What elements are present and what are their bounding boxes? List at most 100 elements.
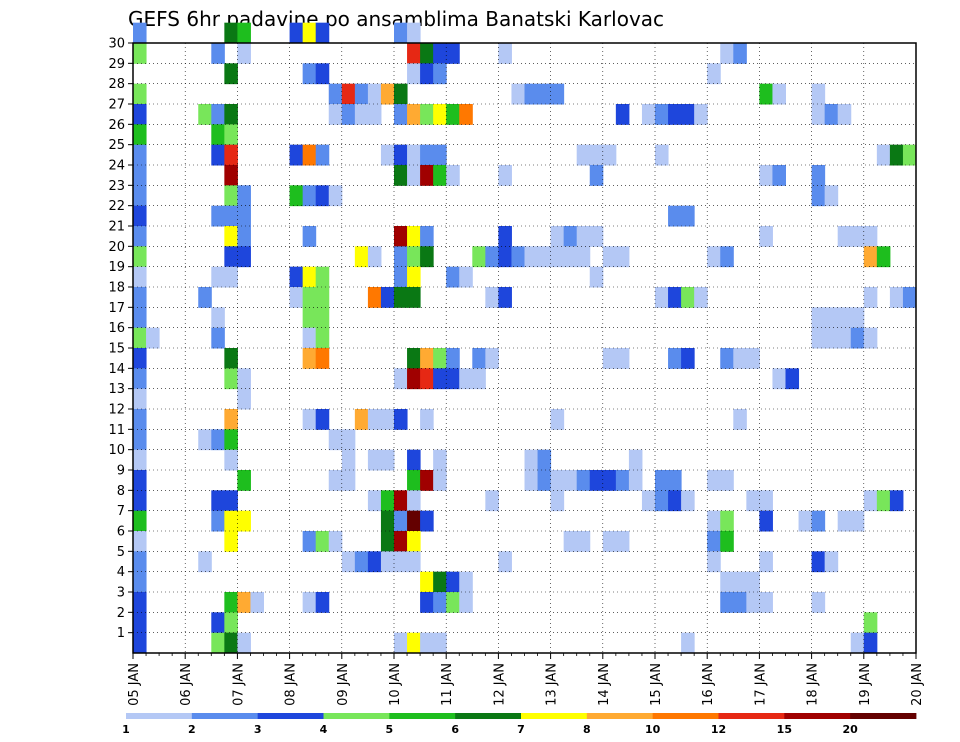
heatmap-cell <box>224 632 238 654</box>
heatmap-cell <box>681 205 695 227</box>
x-tick-label: 20 JAN <box>910 663 925 706</box>
heatmap-cell <box>433 470 447 491</box>
heatmap-cell <box>407 165 421 186</box>
heatmap-cell <box>811 307 826 329</box>
heatmap-cell <box>224 449 238 471</box>
heatmap-cell <box>407 510 421 532</box>
heatmap-cell <box>863 226 878 247</box>
heatmap-cell <box>863 246 878 268</box>
heatmap-cell <box>289 185 304 207</box>
y-tick-label: 24 <box>108 159 125 174</box>
heatmap-cell <box>850 226 865 247</box>
x-axis: 05 JAN 06 JAN 07 JAN 08 JAN 09 JAN 10 JAN 11 J… <box>127 653 925 706</box>
heatmap-cell <box>224 165 238 186</box>
heatmap-cell <box>407 226 421 247</box>
heatmap-cell <box>798 510 813 532</box>
y-tick-label: 6 <box>117 525 125 540</box>
heatmap-cell <box>198 551 212 573</box>
heatmap-cell <box>407 287 421 308</box>
heatmap-cell <box>211 510 225 532</box>
x-tick-label: 12 JAN <box>492 663 507 706</box>
heatmap-cell <box>354 104 369 125</box>
heatmap-cell <box>237 43 251 64</box>
heatmap-cell <box>889 287 904 308</box>
heatmap-cell <box>328 470 343 491</box>
heatmap-cell <box>420 43 434 64</box>
heatmap-cell <box>720 531 734 552</box>
heatmap-cell <box>472 368 486 390</box>
heatmap-cell <box>733 592 747 613</box>
heatmap-cell <box>380 287 395 308</box>
heatmap-cell <box>341 83 356 105</box>
heatmap-cell <box>668 205 682 227</box>
heatmap-cell <box>224 124 238 146</box>
heatmap-cell <box>133 368 147 390</box>
heatmap-cell <box>668 104 682 125</box>
heatmap-cell <box>433 632 447 654</box>
heatmap-cell <box>407 368 421 390</box>
heatmap-cell <box>824 104 839 125</box>
heatmap-cell <box>302 226 317 247</box>
heatmap-cell <box>315 63 330 85</box>
heatmap-cell <box>837 226 852 247</box>
heatmap-cell <box>811 551 826 573</box>
heatmap-cell <box>420 165 434 186</box>
heatmap-cell <box>811 104 826 125</box>
heatmap-cell <box>537 246 552 268</box>
heatmap-cell <box>315 409 330 430</box>
heatmap-cell <box>407 490 421 512</box>
heatmap-cell <box>720 470 734 491</box>
heatmap-cell <box>224 531 238 552</box>
heatmap-cell <box>394 409 408 430</box>
heatmap-cell <box>315 531 330 552</box>
heatmap-cell <box>707 551 721 573</box>
heatmap-cell <box>824 551 839 573</box>
x-tick-label: 16 JAN <box>701 663 716 706</box>
heatmap-cell <box>380 449 395 471</box>
heatmap-cell <box>472 348 486 369</box>
heatmap-cell <box>211 327 225 349</box>
y-tick-label: 28 <box>108 77 125 92</box>
heatmap-cell <box>746 490 760 512</box>
heatmap-cell <box>720 571 734 593</box>
heatmap-cell <box>720 43 734 64</box>
y-tick-label: 13 <box>108 382 125 397</box>
heatmap-cell <box>367 104 382 125</box>
heatmap-cell <box>707 470 721 491</box>
heatmap-cell <box>785 368 800 390</box>
heatmap-cell <box>863 612 878 634</box>
heatmap-cell <box>511 83 525 105</box>
heatmap-cell <box>837 510 852 532</box>
heatmap-cell <box>602 246 617 268</box>
heatmap-cell <box>707 63 721 85</box>
legend-label: 5 <box>386 723 394 736</box>
heatmap-cell <box>759 551 773 573</box>
heatmap-cell <box>681 490 695 512</box>
heatmap-cell <box>237 592 251 613</box>
heatmap-cell <box>446 571 460 593</box>
heatmap-cell <box>315 307 330 329</box>
heatmap-cell <box>198 104 212 125</box>
heatmap-cell <box>668 490 682 512</box>
heatmap-cell <box>133 449 147 471</box>
heatmap-cell <box>198 287 212 308</box>
legend-swatch <box>521 713 588 719</box>
y-tick-label: 7 <box>117 504 125 519</box>
heatmap-cell <box>133 22 147 44</box>
heatmap-cell <box>133 144 147 166</box>
heatmap-cell <box>589 266 604 288</box>
heatmap-cell <box>576 470 591 491</box>
heatmap-cell <box>602 470 617 491</box>
y-tick-label: 4 <box>117 565 125 580</box>
heatmap-cell <box>407 104 421 125</box>
heatmap-cell <box>224 612 238 634</box>
legend-label: 10 <box>645 723 661 736</box>
heatmap-cell <box>498 246 512 268</box>
heatmap-cell <box>889 490 904 512</box>
legend-label: 1 <box>122 723 130 736</box>
heatmap-cell <box>563 246 578 268</box>
heatmap-cell <box>133 632 147 654</box>
heatmap-cell <box>602 144 617 166</box>
heatmap-cell <box>394 490 408 512</box>
heatmap-cell <box>237 22 251 44</box>
